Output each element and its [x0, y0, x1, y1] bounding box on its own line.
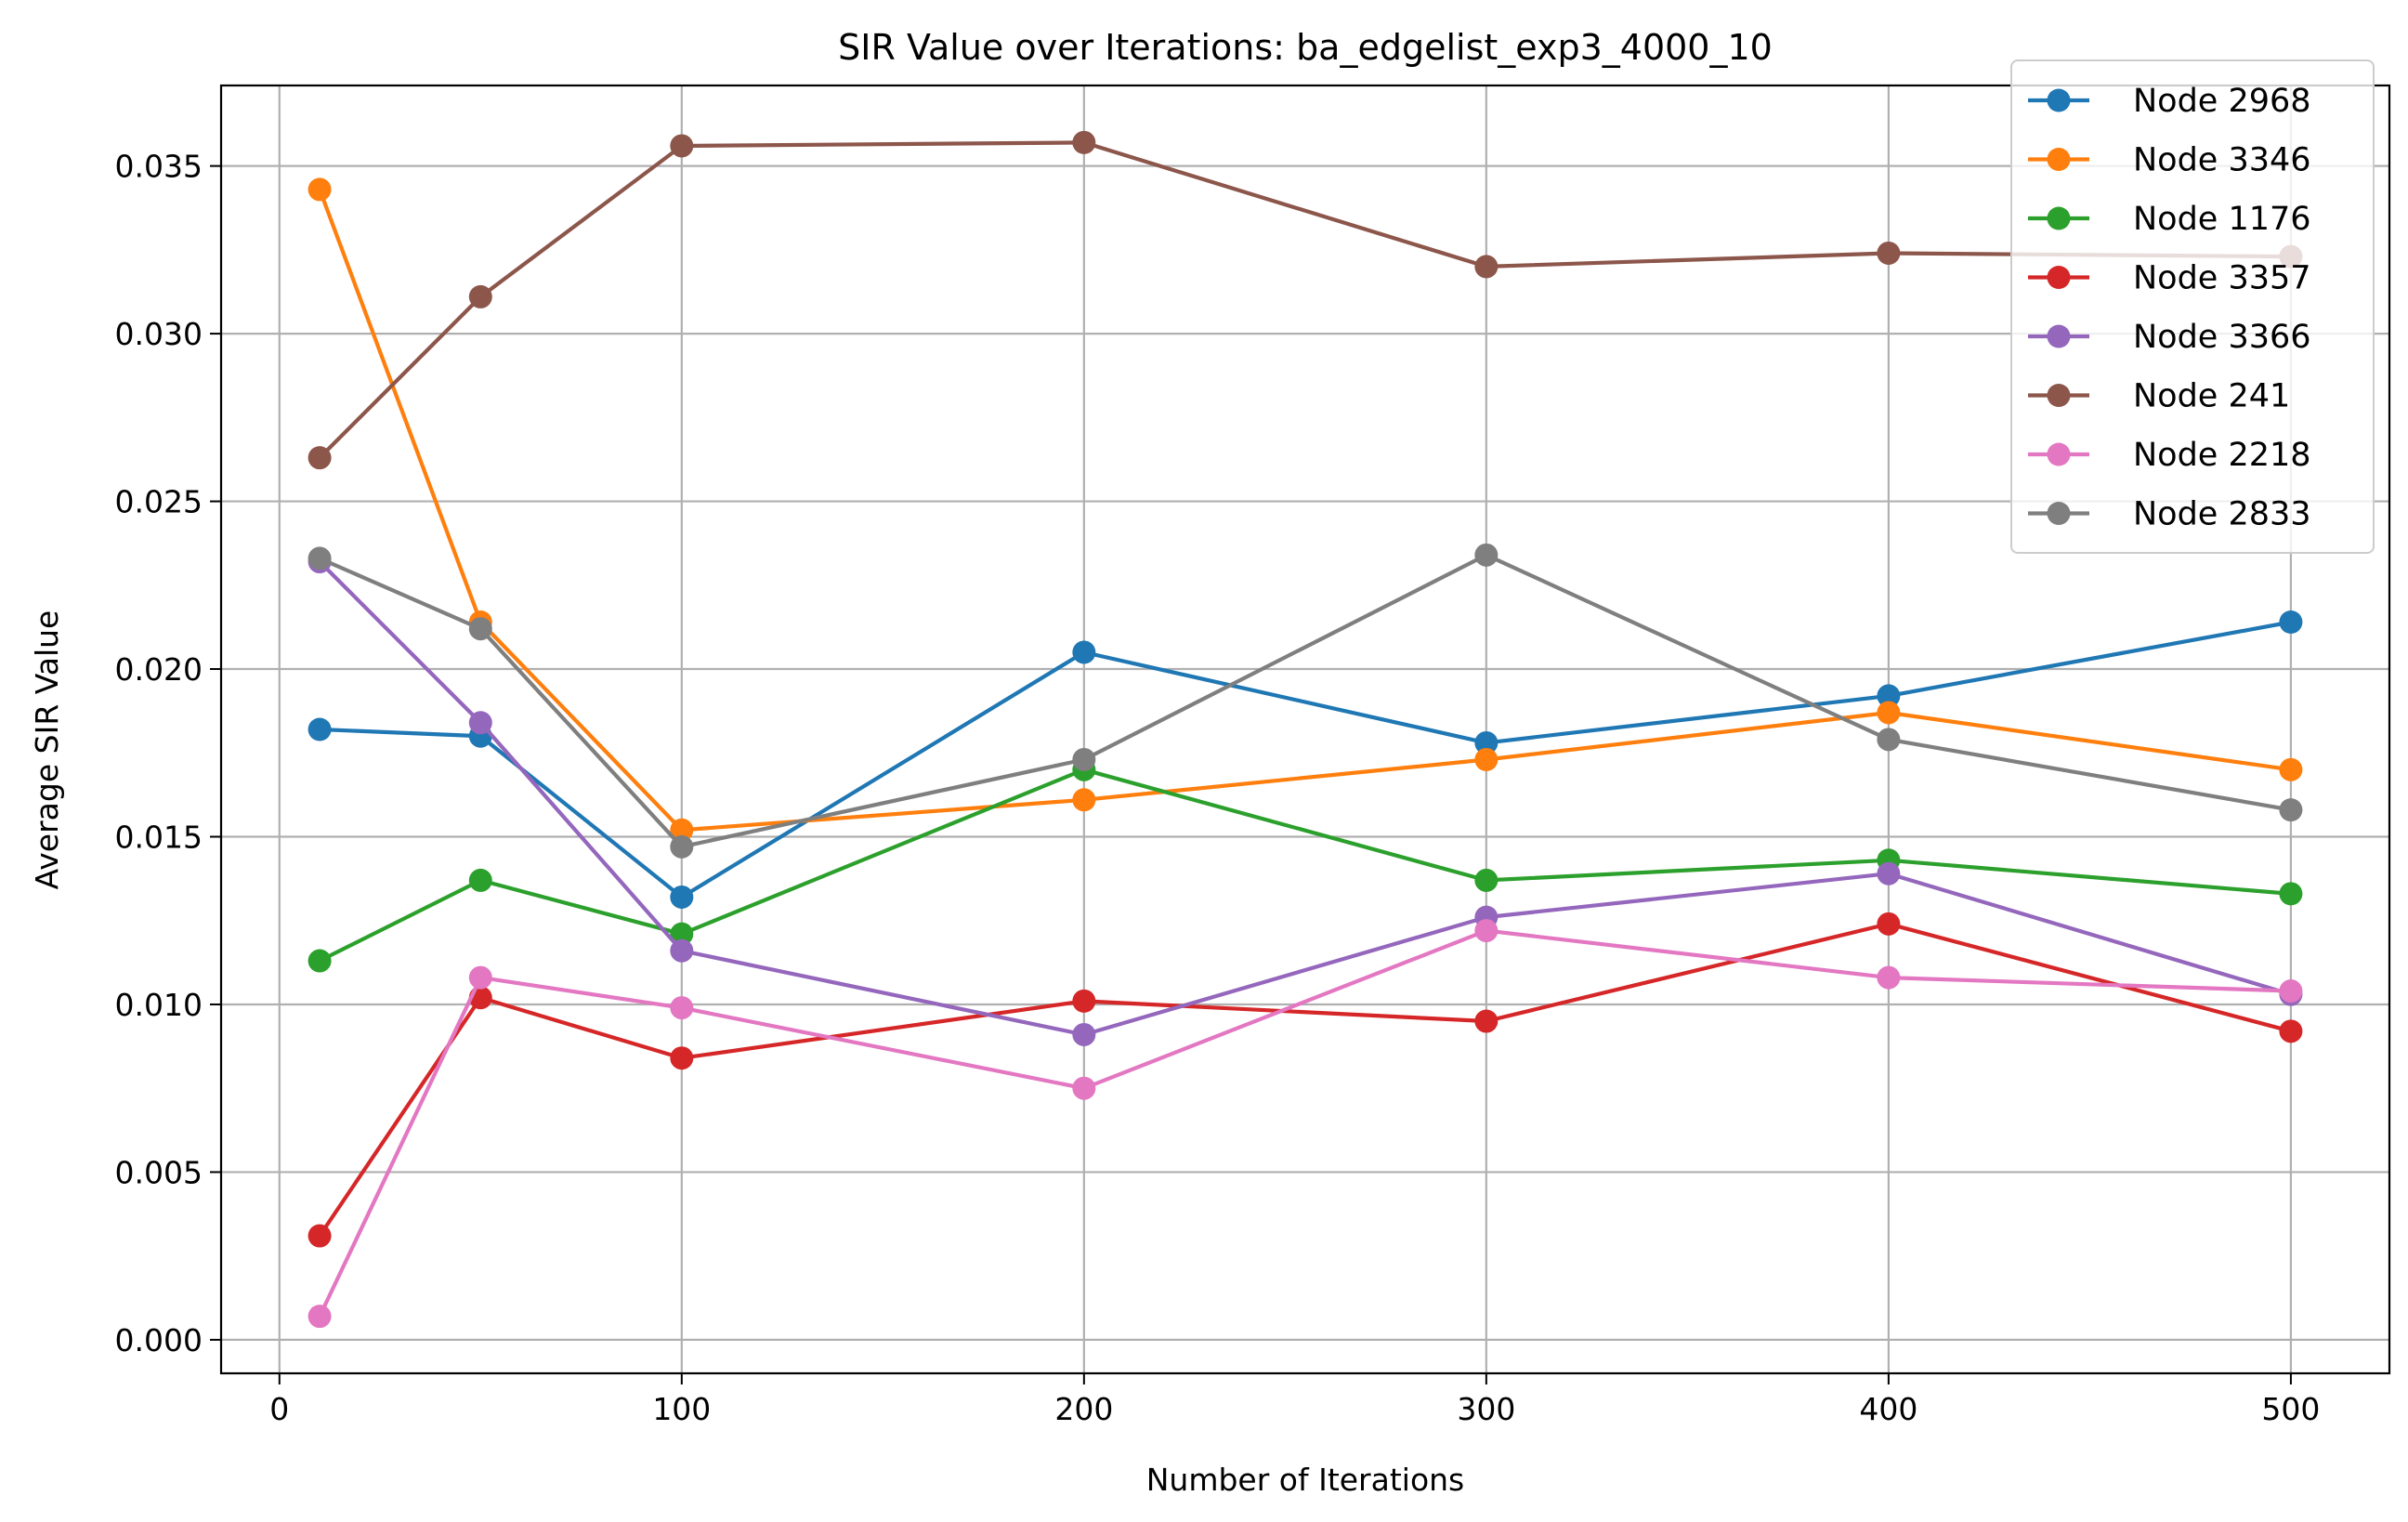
data-point — [670, 922, 694, 946]
data-point — [468, 284, 492, 308]
data-point — [468, 711, 492, 735]
legend-label: Node 2968 — [2133, 83, 2311, 120]
y-tick-label: 0.035 — [115, 149, 203, 185]
data-point — [670, 134, 694, 158]
data-point — [308, 546, 332, 571]
data-point — [1474, 747, 1498, 771]
data-point — [670, 1046, 694, 1070]
data-point — [2279, 979, 2303, 1004]
plot-area-border — [219, 84, 2391, 1375]
data-point — [2279, 882, 2303, 906]
data-point — [1877, 728, 1901, 752]
series-node-2968 — [308, 610, 2303, 909]
data-point — [1072, 747, 1096, 771]
data-point — [468, 617, 492, 641]
data-point — [1474, 543, 1498, 567]
data-point — [468, 965, 492, 990]
y-tick-label: 0.020 — [115, 651, 203, 688]
legend-label: Node 2833 — [2133, 496, 2311, 533]
y-axis-label: Average SIR Value — [29, 610, 65, 890]
legend-box — [2010, 59, 2375, 554]
data-point — [670, 938, 694, 963]
data-point — [308, 446, 332, 470]
y-tick-label: 0.010 — [115, 987, 203, 1023]
data-point — [2279, 610, 2303, 634]
data-point — [1072, 1022, 1096, 1046]
data-point — [1474, 730, 1498, 754]
data-point — [1877, 684, 1901, 708]
data-point — [670, 834, 694, 859]
legend-label: Node 2218 — [2133, 437, 2311, 474]
data-point — [1877, 965, 1901, 990]
legend-marker — [2047, 442, 2071, 466]
x-tick-label: 0 — [269, 1391, 289, 1427]
x-tick-label: 500 — [2261, 1391, 2320, 1427]
legend-label: Node 3366 — [2133, 319, 2311, 356]
data-point — [1877, 241, 1901, 265]
x-tick-label: 200 — [1054, 1391, 1113, 1427]
data-point — [1072, 130, 1096, 154]
legend-marker — [2047, 324, 2071, 348]
legend-label: Node 3357 — [2133, 260, 2311, 297]
data-point — [1474, 868, 1498, 892]
y-tick-label: 0.000 — [115, 1322, 203, 1358]
data-point — [468, 868, 492, 892]
series-node-2833 — [308, 543, 2303, 859]
data-point — [670, 818, 694, 842]
legend-marker — [2047, 266, 2071, 289]
data-point — [1474, 255, 1498, 279]
legend-marker — [2047, 384, 2071, 407]
data-point — [308, 949, 332, 973]
axes-frame — [219, 84, 2391, 1375]
y-tick-label: 0.015 — [115, 820, 203, 856]
data-point — [670, 885, 694, 909]
data-point — [308, 1224, 332, 1248]
data-point — [1877, 701, 1901, 725]
y-tick-label: 0.005 — [115, 1154, 203, 1190]
x-tick-label: 400 — [1859, 1391, 1917, 1427]
data-point — [670, 996, 694, 1020]
data-point — [1072, 788, 1096, 812]
legend-label: Node 241 — [2133, 378, 2290, 415]
x-axis-label: Number of Iterations — [1146, 1462, 1465, 1498]
series-node-3357 — [308, 912, 2303, 1248]
x-tick-label: 300 — [1457, 1391, 1515, 1427]
data-point — [2279, 757, 2303, 781]
data-point — [308, 717, 332, 741]
x-tick-label: 100 — [652, 1391, 711, 1427]
legend-marker — [2047, 206, 2071, 230]
data-point — [308, 177, 332, 202]
legend-label: Node 3346 — [2133, 142, 2311, 179]
data-point — [1072, 989, 1096, 1013]
y-tick-label: 0.030 — [115, 316, 203, 352]
legend: Node 2968 Node 3346 Node 1176 Node 3357 Node… — [2010, 59, 2375, 554]
data-point — [2279, 1019, 2303, 1043]
chart-title: SIR Value over Iterations: ba_edgelist_e… — [838, 27, 1773, 68]
data-point — [1474, 1009, 1498, 1033]
legend-marker — [2047, 148, 2071, 171]
data-point — [2279, 798, 2303, 822]
y-tick-label: 0.025 — [115, 484, 203, 520]
data-point — [1072, 1076, 1096, 1100]
data-point — [1877, 912, 1901, 936]
data-point — [1072, 640, 1096, 664]
data-point — [308, 1305, 332, 1329]
series-node-2218 — [308, 919, 2303, 1329]
legend-marker — [2047, 502, 2071, 525]
data-point — [1877, 861, 1901, 886]
y-axis-ticks: 0.000 0.005 0.010 0.015 0.020 0.025 0.030 0.035 — [115, 149, 221, 1358]
legend-label: Node 1176 — [2133, 201, 2311, 238]
x-axis-ticks: 0 100 200 300 400 500 — [269, 1373, 2320, 1427]
legend-marker — [2047, 88, 2071, 112]
data-point — [1474, 919, 1498, 943]
